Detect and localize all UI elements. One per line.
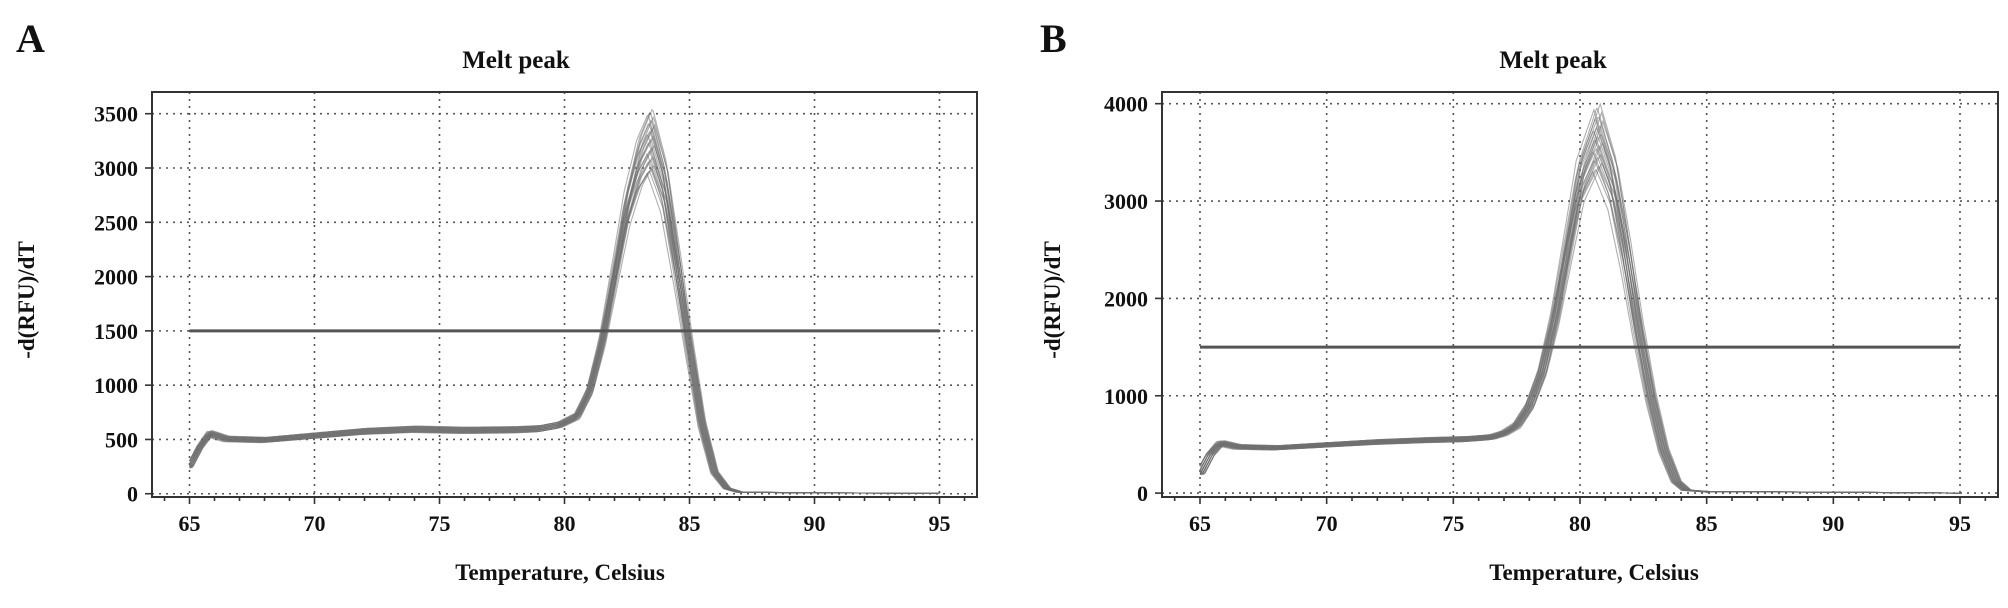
melt-curve bbox=[189, 149, 940, 494]
y-tick-label: 2500 bbox=[94, 210, 138, 235]
chart-title-a: Melt peak bbox=[462, 47, 570, 74]
y-tick-label: 3500 bbox=[94, 102, 138, 127]
y-axis-label-b: -d(RFU)/dT bbox=[1040, 241, 1065, 359]
panel-b: B Melt peak Temperature, Celsius -d(RFU)… bbox=[1040, 16, 1999, 585]
x-tick-label: 95 bbox=[929, 511, 951, 536]
melt-curve bbox=[189, 141, 940, 494]
axis-ticks-a: 65 70 75 80 85 90 95 0 500 1000 1500 2000 2500 3000 35… bbox=[94, 102, 966, 536]
y-tick-label: 0 bbox=[127, 482, 138, 507]
x-tick-label: 65 bbox=[1189, 511, 1211, 536]
x-axis-label-a: Temperature, Celsius bbox=[455, 560, 665, 585]
melt-curve bbox=[189, 123, 940, 494]
melt-curve bbox=[189, 172, 940, 494]
y-tick-label: 1000 bbox=[94, 373, 138, 398]
melt-curves-b bbox=[1199, 102, 1960, 494]
melt-curve bbox=[1199, 151, 1960, 494]
y-tick-label: 1000 bbox=[1104, 384, 1148, 409]
x-tick-label: 80 bbox=[1569, 511, 1591, 536]
grid-b bbox=[1162, 92, 1998, 497]
x-tick-label: 85 bbox=[1696, 511, 1718, 536]
melt-curve bbox=[189, 146, 940, 494]
panel-letter-a: A bbox=[16, 16, 45, 61]
melt-curve bbox=[1200, 119, 1960, 494]
y-tick-label: 4000 bbox=[1104, 92, 1148, 117]
y-tick-label: 0 bbox=[1137, 481, 1148, 506]
y-axis-label-a: -d(RFU)/dT bbox=[14, 241, 39, 359]
plot-frame-a bbox=[151, 91, 978, 498]
x-tick-label: 95 bbox=[1949, 511, 1971, 536]
x-tick-label: 75 bbox=[429, 511, 451, 536]
chart-title-b: Melt peak bbox=[1499, 47, 1607, 74]
y-tick-label: 500 bbox=[105, 427, 138, 452]
x-tick-label: 85 bbox=[679, 511, 701, 536]
x-axis-label-b: Temperature, Celsius bbox=[1489, 560, 1699, 585]
x-tick-label: 70 bbox=[304, 511, 326, 536]
x-tick-label: 90 bbox=[1822, 511, 1844, 536]
y-tick-label: 1500 bbox=[94, 319, 138, 344]
panel-a: A Melt peak Temperature, Celsius -d(RFU)… bbox=[14, 16, 978, 585]
y-tick-label: 2000 bbox=[1104, 286, 1148, 311]
x-tick-label: 65 bbox=[179, 511, 201, 536]
x-tick-label: 90 bbox=[804, 511, 826, 536]
y-tick-label: 3000 bbox=[94, 156, 138, 181]
axis-ticks-b: 65 70 75 80 85 90 95 0 1000 2000 3000 4000 bbox=[1104, 92, 1987, 536]
melt-curves-a bbox=[189, 108, 940, 494]
x-tick-label: 80 bbox=[554, 511, 576, 536]
panel-letter-b: B bbox=[1040, 16, 1067, 61]
y-tick-label: 2000 bbox=[94, 265, 138, 290]
x-tick-label: 75 bbox=[1442, 511, 1464, 536]
y-tick-label: 3000 bbox=[1104, 189, 1148, 214]
plot-frame-b bbox=[1161, 91, 1999, 498]
x-tick-label: 70 bbox=[1316, 511, 1338, 536]
